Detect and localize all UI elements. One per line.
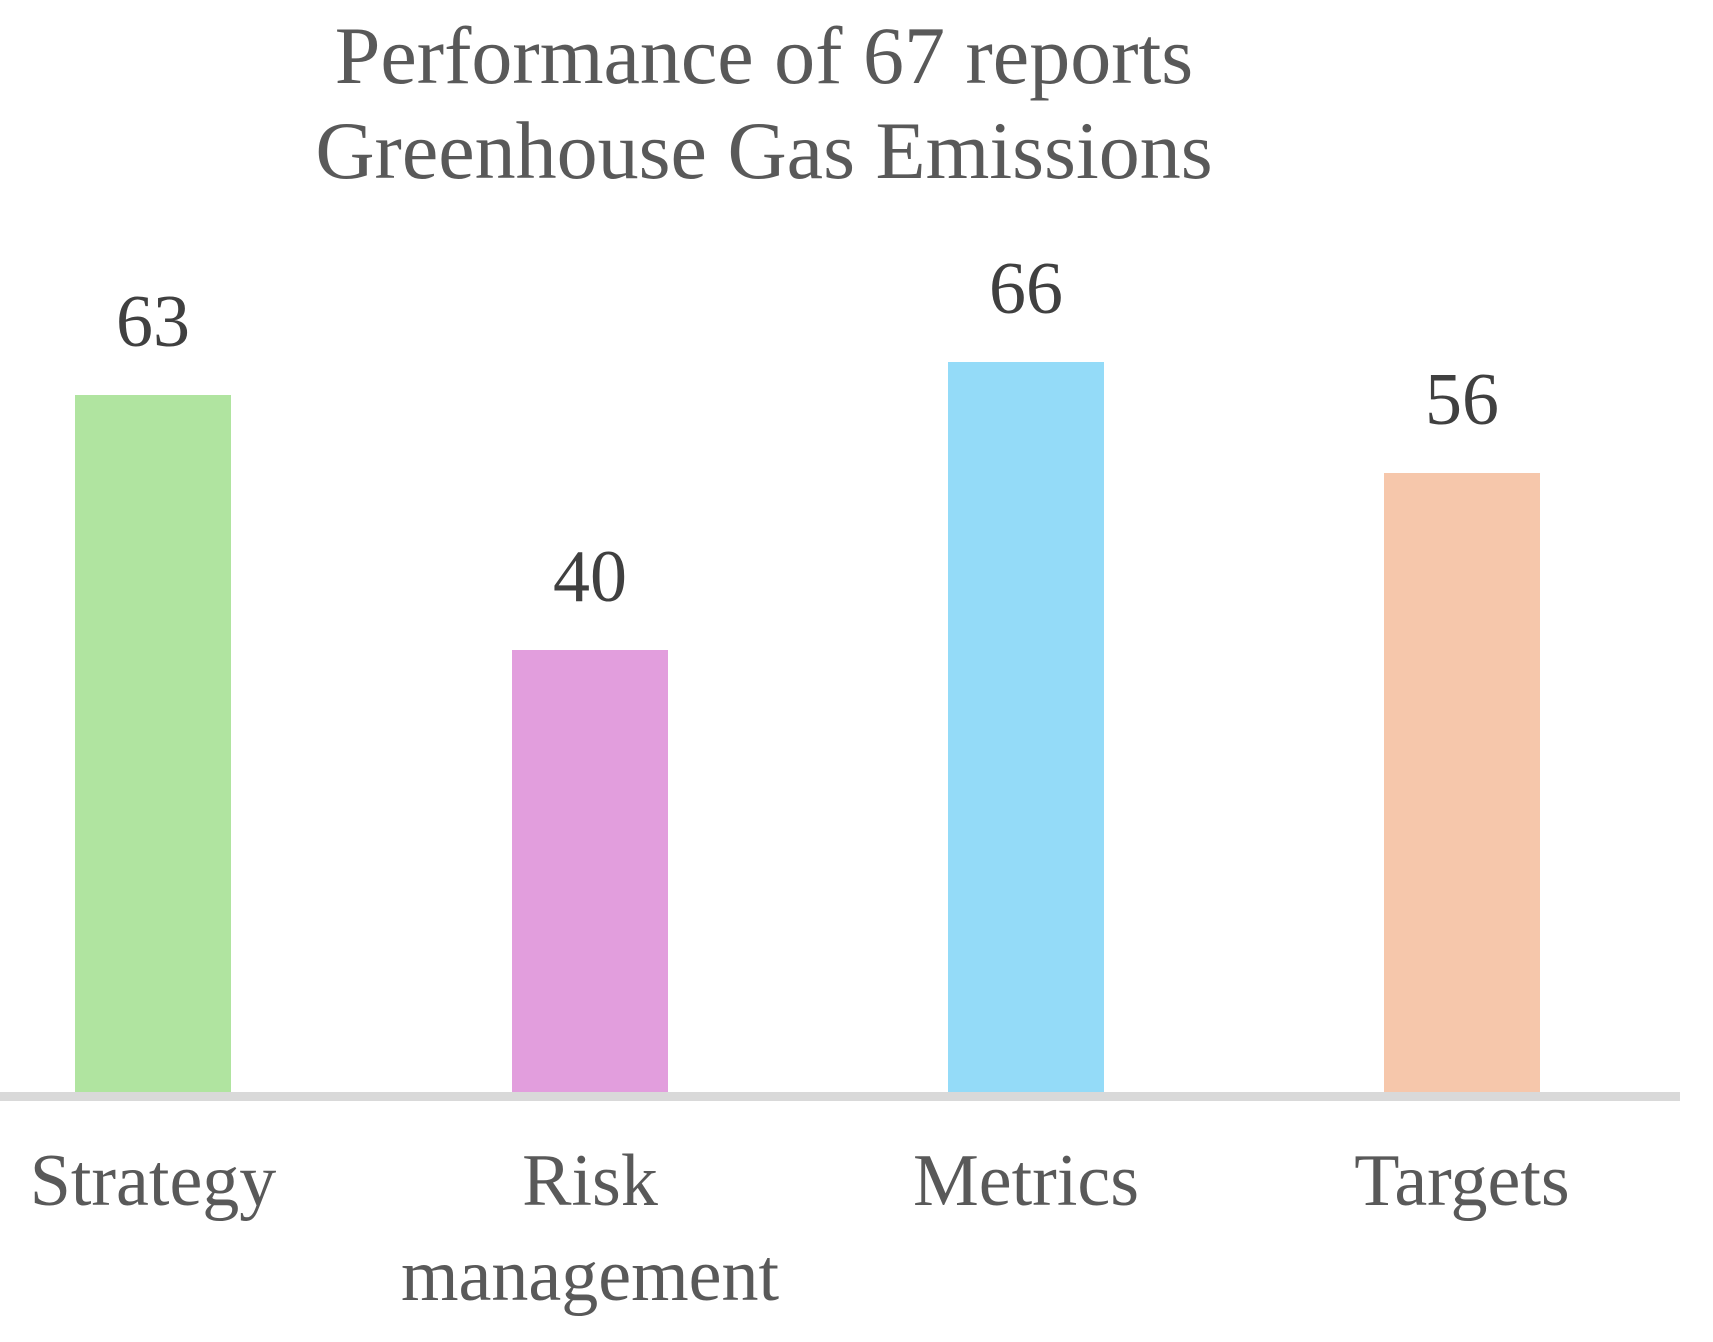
- bar-targets: [1384, 473, 1540, 1092]
- bar-metrics: [948, 362, 1104, 1092]
- category-label-metrics: Metrics: [912, 1140, 1140, 1222]
- chart-title-line-1: Performance of 67 reports: [334, 10, 1194, 101]
- bar-risk-management: [512, 650, 668, 1092]
- chart-title-line-2: Greenhouse Gas Emissions: [315, 105, 1213, 196]
- category-label-targets: Targets: [1354, 1140, 1570, 1222]
- chart-title: Performance of 67 reports Greenhouse Gas…: [0, 8, 1528, 198]
- value-label-targets: 56: [1425, 359, 1499, 441]
- value-label-metrics: 66: [989, 248, 1063, 330]
- x-axis-baseline: [0, 1092, 1680, 1101]
- bar-strategy: [75, 395, 231, 1092]
- category-label-strategy: Strategy: [29, 1140, 277, 1222]
- category-label-risk-management: Risk management: [400, 1140, 780, 1317]
- value-label-strategy: 63: [116, 281, 190, 363]
- value-label-risk-management: 40: [553, 536, 627, 618]
